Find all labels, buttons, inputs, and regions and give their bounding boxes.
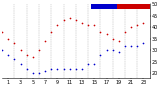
Point: [38, 50, 40, 51]
Point: [56, 68, 59, 69]
Point: [87, 63, 89, 65]
Point: [105, 50, 108, 51]
Point: [68, 17, 71, 19]
Point: [93, 24, 96, 25]
Point: [81, 68, 83, 69]
Point: [130, 45, 132, 46]
Point: [50, 68, 52, 69]
Point: [124, 45, 126, 46]
Point: [124, 31, 126, 32]
Point: [1, 50, 3, 51]
Point: [93, 63, 96, 65]
Point: [118, 52, 120, 53]
Point: [142, 43, 145, 44]
Point: [99, 54, 102, 56]
Point: [44, 40, 46, 42]
Point: [75, 68, 77, 69]
Point: [25, 54, 28, 56]
Point: [99, 31, 102, 32]
Point: [50, 31, 52, 32]
Point: [38, 73, 40, 74]
Point: [111, 50, 114, 51]
Point: [105, 33, 108, 35]
Point: [19, 50, 22, 51]
Point: [136, 45, 139, 46]
Point: [7, 54, 9, 56]
Point: [19, 63, 22, 65]
Point: [136, 24, 139, 25]
Point: [44, 70, 46, 72]
Point: [32, 56, 34, 58]
Point: [62, 19, 65, 21]
Point: [56, 24, 59, 25]
Point: [75, 19, 77, 21]
Point: [13, 43, 16, 44]
Point: [62, 68, 65, 69]
Point: [68, 68, 71, 69]
Point: [25, 68, 28, 69]
Point: [81, 22, 83, 23]
Point: [118, 40, 120, 42]
Point: [130, 26, 132, 28]
Point: [142, 22, 145, 23]
Point: [1, 31, 3, 32]
Point: [32, 73, 34, 74]
Point: [13, 59, 16, 60]
Point: [111, 38, 114, 39]
Point: [87, 24, 89, 25]
Point: [7, 38, 9, 39]
